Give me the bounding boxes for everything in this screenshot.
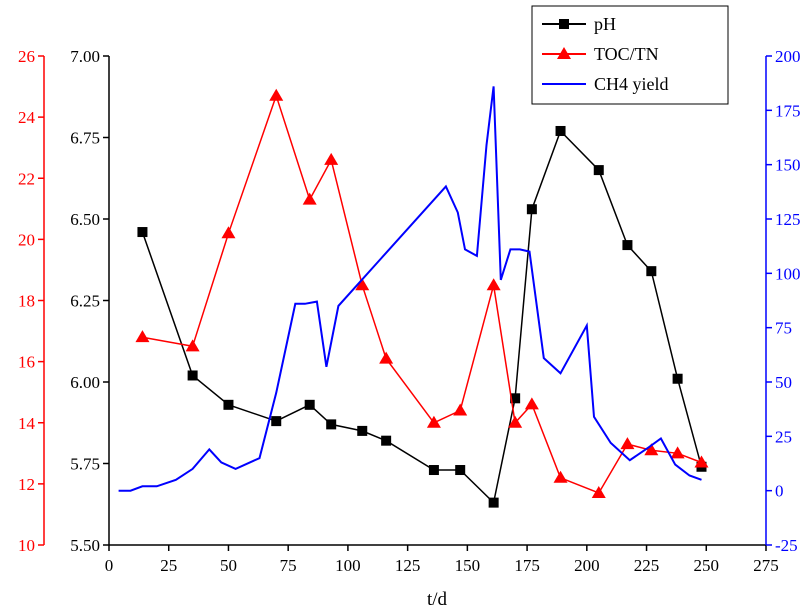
x-tick-label: 50 [220, 556, 237, 575]
data-point-toc-tn [379, 351, 394, 364]
data-point-toc-tn [508, 415, 523, 428]
data-point-toc-tn [426, 415, 441, 428]
toc-tn-tick-label: 18 [18, 292, 35, 311]
ph-tick-label: 6.75 [70, 129, 100, 148]
data-point-toc-tn [620, 437, 635, 450]
ch4-tick-label: 175 [775, 101, 801, 120]
series-line-toc-tn [142, 93, 702, 494]
x-tick-label: 250 [694, 556, 720, 575]
ch4-tick-label: -25 [775, 536, 798, 555]
data-point-ph [510, 393, 521, 404]
data-point-ph [326, 419, 337, 430]
data-point-toc-tn [453, 403, 468, 416]
ch4-tick-label: 0 [775, 482, 784, 501]
x-tick-label: 75 [280, 556, 297, 575]
data-point-toc-tn [486, 278, 501, 291]
data-point-ph [646, 266, 657, 277]
ch4-tick-label: 50 [775, 373, 792, 392]
ph-tick-label: 6.25 [70, 292, 100, 311]
x-tick-label: 150 [455, 556, 481, 575]
data-point-ph [381, 435, 392, 446]
legend-label: TOC/TN [594, 44, 659, 64]
ch4-tick-label: 25 [775, 427, 792, 446]
legend-entry: TOC/TN [542, 44, 659, 64]
toc-tn-tick-label: 20 [18, 230, 35, 249]
data-point-ph [271, 416, 282, 427]
data-point-ph [137, 227, 148, 238]
legend-entry: pH [542, 14, 616, 34]
axes-group: 0 25 50 75 100 125 150 175 200 225 250 2755.505.756… [18, 47, 801, 575]
data-point-ph [357, 425, 368, 436]
toc-tn-tick-label: 22 [18, 169, 35, 188]
data-point-ph [488, 497, 499, 508]
data-point-toc-tn [553, 470, 568, 483]
data-point-toc-tn [185, 339, 200, 352]
ph-tick-label: 7.00 [70, 47, 100, 66]
toc-tn-tick-label: 16 [18, 353, 35, 372]
toc-tn-tick-label: 24 [18, 108, 36, 127]
x-axis-label: t/d [427, 589, 448, 610]
ph-tick-label: 5.75 [70, 455, 100, 474]
ph-tick-label: 6.50 [70, 210, 100, 229]
x-tick-label: 175 [514, 556, 540, 575]
x-tick-label: 25 [160, 556, 177, 575]
series-line-ph [141, 129, 703, 505]
x-tick-label: 225 [634, 556, 660, 575]
series-layer [118, 86, 709, 508]
data-point-ph [526, 204, 537, 215]
data-point-toc-tn [694, 455, 709, 468]
data-point-ph [593, 165, 604, 176]
legend-label: pH [594, 14, 616, 34]
data-point-ph [672, 373, 683, 384]
data-point-toc-tn [355, 278, 370, 291]
x-tick-label: 100 [335, 556, 361, 575]
series-toc-tn [135, 88, 709, 499]
toc-tn-tick-label: 10 [18, 536, 35, 555]
legend-marker [559, 19, 569, 29]
series-line-ch4-yield [118, 86, 702, 492]
ch4-tick-label: 75 [775, 319, 792, 338]
x-tick-label: 0 [105, 556, 114, 575]
data-point-toc-tn [524, 397, 539, 410]
data-point-ph [223, 399, 234, 410]
data-point-toc-tn [670, 446, 685, 459]
ph-tick-label: 6.00 [70, 373, 100, 392]
data-point-ph [304, 399, 315, 410]
series-ph [137, 125, 707, 508]
legend-marker [557, 47, 571, 59]
data-point-toc-tn [324, 152, 339, 165]
toc-tn-tick-label: 12 [18, 475, 35, 494]
legend: pH TOC/TN CH4 yield [531, 5, 729, 105]
data-point-toc-tn [644, 443, 659, 456]
x-tick-label: 125 [395, 556, 421, 575]
x-tick-label: 275 [753, 556, 779, 575]
ch4-tick-label: 200 [775, 47, 801, 66]
data-point-ph [555, 125, 566, 136]
data-point-toc-tn [302, 192, 317, 205]
data-point-ph [455, 465, 466, 476]
data-point-ph [187, 370, 198, 381]
x-tick-label: 200 [574, 556, 600, 575]
ch4-tick-label: 100 [775, 264, 801, 283]
data-point-toc-tn [135, 330, 150, 343]
legend-label: CH4 yield [594, 74, 669, 94]
data-point-ph [622, 240, 633, 251]
data-point-toc-tn [591, 486, 606, 499]
ph-tick-label: 5.50 [70, 536, 100, 555]
ch4-tick-label: 125 [775, 210, 801, 229]
data-point-ph [428, 465, 439, 476]
data-point-toc-tn [221, 226, 236, 239]
data-point-toc-tn [269, 88, 284, 101]
series-ch4-yield [118, 86, 702, 492]
toc-tn-tick-label: 14 [18, 414, 36, 433]
toc-tn-tick-label: 26 [18, 47, 35, 66]
ch4-tick-label: 150 [775, 156, 801, 175]
legend-entry: CH4 yield [542, 74, 669, 94]
